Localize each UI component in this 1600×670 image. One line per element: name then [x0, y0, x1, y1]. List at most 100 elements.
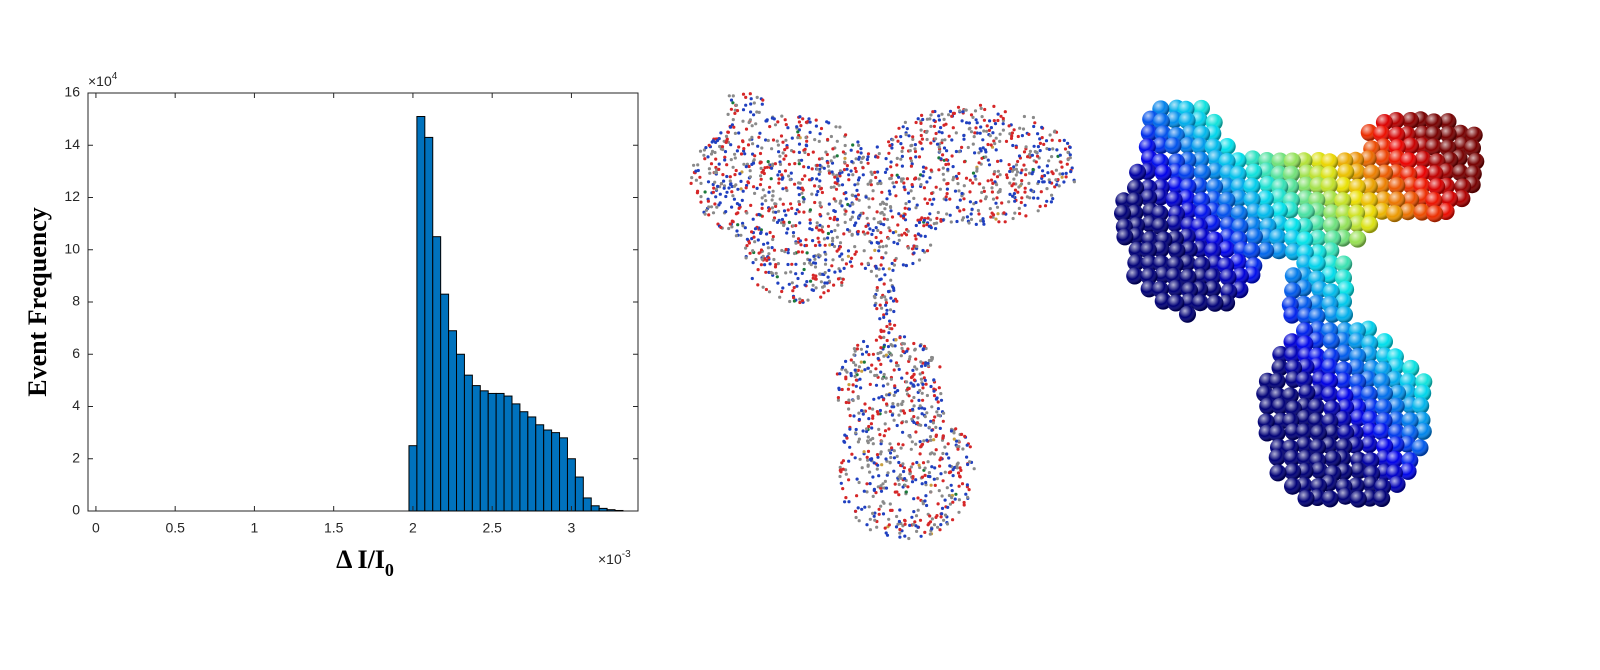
atom [841, 487, 845, 491]
atom [1011, 143, 1015, 148]
bead-shine [1297, 176, 1315, 194]
atom [1030, 153, 1034, 157]
atom [875, 453, 880, 457]
atom [875, 274, 879, 278]
atom [919, 377, 924, 381]
atom [938, 528, 942, 532]
atom [726, 130, 731, 134]
atom [773, 123, 778, 127]
atom [905, 380, 909, 384]
atom [915, 421, 920, 425]
atom [874, 266, 879, 270]
atom [876, 455, 880, 459]
atom [704, 146, 708, 150]
atom [785, 188, 789, 193]
atom [817, 139, 821, 143]
bead-shine [1272, 346, 1290, 363]
atom [923, 407, 927, 411]
atom [954, 174, 959, 178]
atom [924, 166, 928, 170]
atom [900, 164, 905, 168]
bead-shine [1191, 294, 1209, 312]
atom [921, 248, 925, 253]
atom [725, 139, 729, 143]
atom [832, 155, 836, 159]
atom [941, 419, 945, 423]
bead-shine [1297, 203, 1315, 221]
atom [832, 185, 836, 189]
bead-shine [1387, 411, 1405, 429]
atom [980, 156, 984, 160]
atom [986, 142, 990, 147]
atom [736, 223, 740, 227]
atom [1051, 147, 1055, 151]
atom [750, 135, 754, 139]
atom [855, 188, 859, 192]
atom [898, 527, 902, 532]
bead-shine [1323, 400, 1341, 418]
atom [882, 335, 886, 339]
bead-shine [1151, 217, 1169, 235]
atom [897, 482, 901, 487]
atom [913, 520, 917, 524]
atom [895, 490, 899, 494]
atom [733, 131, 738, 135]
atom [872, 488, 876, 492]
atom [893, 323, 897, 327]
atom [881, 482, 885, 486]
bead-shine [1428, 178, 1446, 196]
atom [942, 518, 946, 522]
atom [844, 496, 848, 500]
atom [877, 267, 881, 271]
atom [913, 147, 917, 151]
x-axis-label-sub: 0 [385, 560, 394, 580]
atom [885, 393, 889, 397]
atom [838, 465, 842, 469]
atom [808, 218, 812, 222]
bead-shine [1178, 164, 1196, 181]
atom [998, 188, 1002, 192]
atom [987, 163, 992, 167]
atom [866, 155, 870, 159]
atom [885, 324, 889, 329]
atom [774, 271, 778, 275]
atom [1020, 196, 1024, 200]
atom [1053, 185, 1057, 189]
y-tick-label: 12 [64, 188, 80, 204]
atom [759, 166, 763, 170]
atom [863, 505, 867, 509]
atom [969, 212, 973, 216]
atom [902, 181, 906, 185]
atom [939, 126, 943, 130]
atom [1013, 211, 1017, 215]
atom [930, 405, 934, 409]
atom [929, 243, 933, 247]
atom [890, 146, 894, 150]
atom [778, 295, 782, 299]
atom [884, 301, 889, 305]
atom [921, 386, 925, 390]
atom [971, 142, 975, 146]
bead-shine [1363, 164, 1381, 182]
atom [810, 167, 814, 171]
atom [854, 363, 858, 367]
bead-shine [1206, 162, 1224, 180]
atom [924, 494, 928, 498]
atom [735, 229, 739, 233]
atom [931, 421, 936, 425]
atom [803, 150, 807, 155]
atom [893, 390, 898, 394]
atom [708, 171, 712, 175]
atom [1051, 197, 1055, 201]
atom [947, 113, 951, 117]
atom [881, 200, 885, 204]
atom [794, 212, 798, 216]
atom [856, 395, 860, 399]
atom [920, 475, 925, 479]
bead-shine [1126, 204, 1144, 222]
atom [872, 294, 877, 298]
bar [432, 236, 442, 512]
atom [1047, 147, 1051, 151]
atom [751, 261, 755, 265]
bead-shine [1309, 229, 1327, 247]
